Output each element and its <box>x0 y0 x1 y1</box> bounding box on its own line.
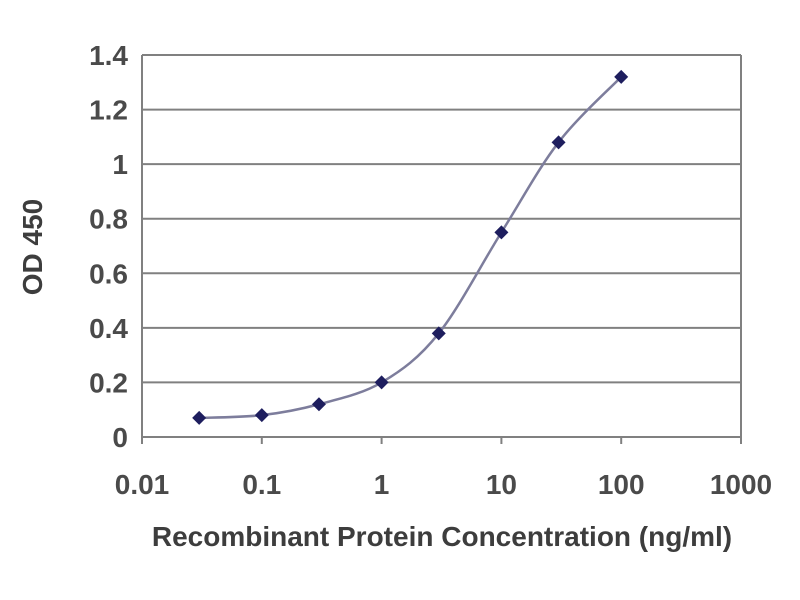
x-tick-label: 1 <box>374 469 390 500</box>
x-axis-title: Recombinant Protein Concentration (ng/ml… <box>151 521 733 552</box>
x-tick-label: 1000 <box>710 469 772 500</box>
y-tick-label: 1.2 <box>89 95 128 126</box>
y-tick-label: 0 <box>112 422 128 453</box>
data-point-marker <box>254 408 269 423</box>
y-tick-label: 1 <box>112 149 128 180</box>
y-tick-label: 0.2 <box>89 367 128 398</box>
data-point-marker <box>311 397 326 412</box>
x-tick-label: 100 <box>598 469 645 500</box>
data-point-marker <box>494 225 509 240</box>
data-point-marker <box>614 69 629 84</box>
data-point-marker <box>551 135 566 150</box>
y-tick-label: 0.6 <box>89 258 128 289</box>
y-tick-label: 0.4 <box>89 313 128 344</box>
x-tick-label: 0.1 <box>242 469 281 500</box>
data-point-marker <box>431 326 446 341</box>
y-tick-label: 0.8 <box>89 204 128 235</box>
series-line <box>199 75 623 420</box>
data-point-marker <box>192 410 207 425</box>
x-tick-label: 10 <box>486 469 517 500</box>
y-tick-label: 1.4 <box>89 40 128 71</box>
data-point-marker <box>374 375 389 390</box>
x-tick-label: 0.01 <box>115 469 170 500</box>
